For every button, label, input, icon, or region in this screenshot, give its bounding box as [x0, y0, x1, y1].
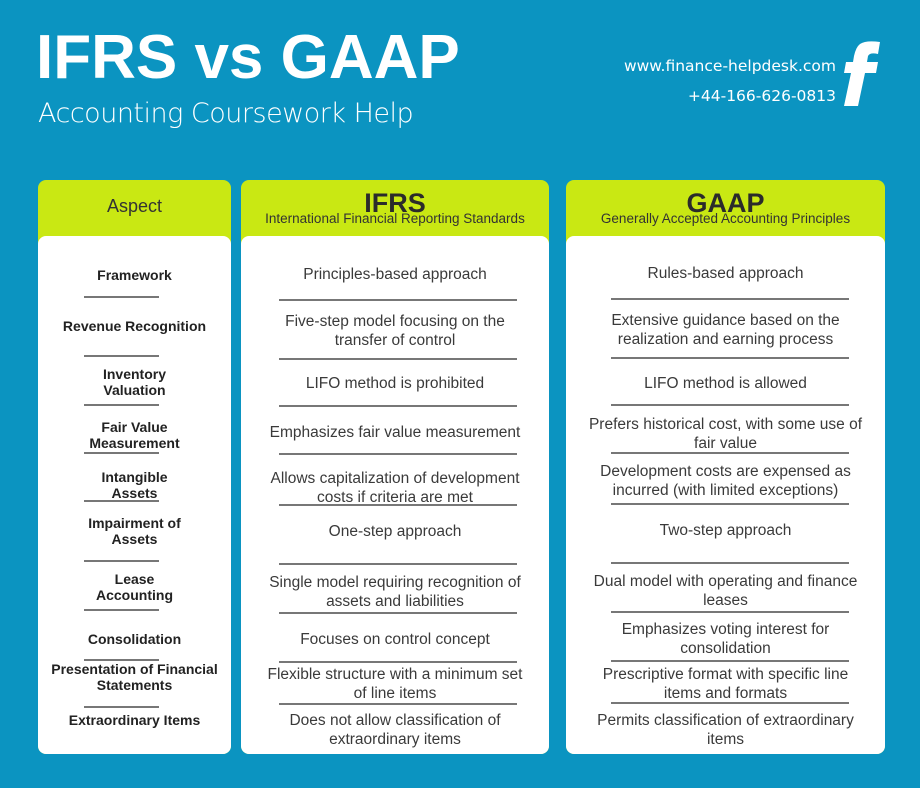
website-link[interactable]: www.finance-helpdesk.com: [623, 57, 836, 75]
row-divider: [279, 563, 517, 565]
ifrs-header-subtitle: International Financial Reporting Standa…: [265, 211, 525, 226]
gaap-cell: Emphasizes voting interest for consolida…: [621, 621, 830, 657]
ifrs-cell: Flexible structure with a minimum set of…: [267, 666, 523, 702]
ifrs-cell: Emphasizes fair value measurement: [269, 424, 521, 441]
row-divider: [611, 611, 849, 613]
ifrs-cell: LIFO method is prohibited: [305, 375, 485, 392]
row-divider: [611, 702, 849, 704]
row-divider: [611, 298, 849, 300]
gaap-cell: Prescriptive format with specific line i…: [602, 666, 849, 702]
aspect-cell: Framework: [97, 267, 172, 283]
row-divider: [279, 358, 517, 360]
page-subtitle: Accounting Coursework Help: [38, 98, 414, 129]
row-divider: [84, 452, 159, 454]
gaap-cell: Rules-based approach: [647, 265, 804, 282]
gaap-cell: Permits classification of extraordinary …: [597, 712, 854, 748]
row-divider: [279, 612, 517, 614]
row-divider: [279, 661, 517, 663]
gaap-body: [566, 236, 885, 754]
row-divider: [84, 706, 159, 708]
aspect-cell: Fair Value Measurement: [89, 419, 180, 451]
row-divider: [279, 504, 517, 506]
ifrs-header-title: IFRS: [364, 188, 426, 218]
row-divider: [279, 703, 517, 705]
gaap-cell: Development costs are expensed as incurr…: [600, 463, 851, 499]
ifrs-column: IFRS International Financial Reporting S…: [241, 180, 549, 754]
row-divider: [84, 296, 159, 298]
row-divider: [279, 453, 517, 455]
aspect-cell: Extraordinary Items: [68, 712, 201, 728]
row-divider: [279, 299, 517, 301]
gaap-cell: Prefers historical cost, with some use o…: [588, 416, 863, 452]
gaap-cell: Extensive guidance based on the realizat…: [611, 312, 840, 348]
aspect-cell: Presentation of Financial Statements: [51, 661, 218, 693]
gaap-header-subtitle: Generally Accepted Accounting Principles: [600, 211, 851, 226]
row-divider: [611, 562, 849, 564]
aspect-body: [38, 236, 231, 754]
row-divider: [611, 452, 849, 454]
page-title: IFRS vs GAAP: [36, 23, 460, 92]
row-divider: [611, 660, 849, 662]
ifrs-body: [241, 236, 549, 754]
f-letter-logo-icon: [844, 41, 880, 107]
gaap-cell: LIFO method is allowed: [644, 375, 807, 392]
gaap-header-title: GAAP: [686, 188, 765, 218]
row-divider: [611, 357, 849, 359]
row-divider: [84, 500, 159, 502]
row-divider: [611, 503, 849, 505]
row-divider: [84, 659, 159, 661]
gaap-cell: Dual model with operating and finance le…: [593, 573, 858, 609]
ifrs-cell: Principles-based approach: [303, 266, 487, 283]
ifrs-cell: Five-step model focusing on the transfer…: [285, 313, 505, 349]
aspect-cell: Consolidation: [87, 631, 182, 647]
aspect-cell: Impairment of Assets: [88, 515, 181, 547]
row-divider: [84, 404, 159, 406]
ifrs-cell: One-step approach: [328, 523, 462, 540]
row-divider: [84, 560, 159, 562]
row-divider: [84, 609, 159, 611]
aspect-cell: Intangible Assets: [101, 469, 168, 501]
ifrs-cell: Focuses on control concept: [300, 631, 490, 648]
aspect-header: Aspect: [106, 196, 163, 216]
aspect-column: Aspect: [38, 180, 231, 754]
ifrs-cell: Does not allow classification of extraor…: [289, 712, 501, 748]
row-divider: [84, 355, 159, 357]
phone-number[interactable]: +44-166-626-0813: [687, 87, 836, 105]
row-divider: [279, 405, 517, 407]
aspect-cell: Inventory Valuation: [102, 366, 166, 398]
gaap-cell: Two-step approach: [659, 522, 792, 539]
ifrs-cell: Single model requiring recognition of as…: [269, 574, 521, 610]
aspect-cell: Revenue Recognition: [62, 318, 207, 334]
aspect-cell: Lease Accounting: [96, 571, 173, 603]
row-divider: [611, 404, 849, 406]
gaap-column: GAAP Generally Accepted Accounting Princ…: [566, 180, 885, 754]
ifrs-cell: Allows capitalization of development cos…: [270, 470, 520, 506]
